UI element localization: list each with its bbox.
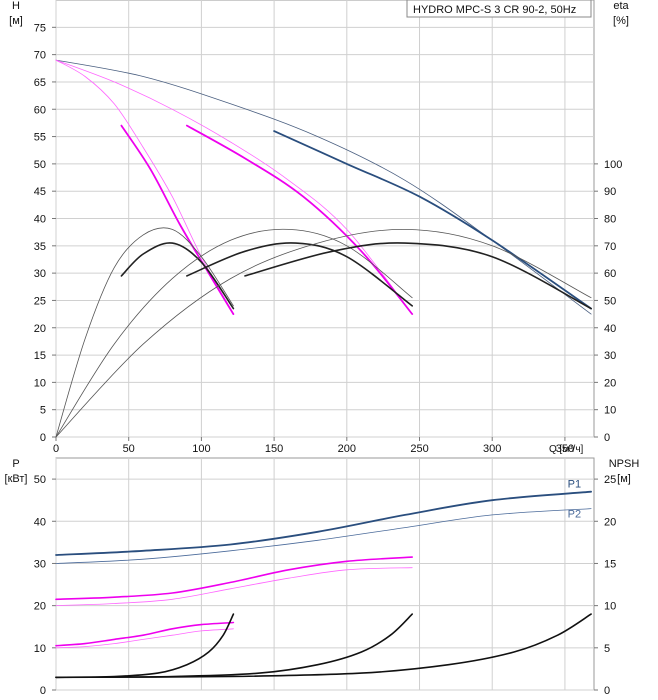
y-tick-label: 40 [34,214,46,226]
y-tick-label: 20 [34,323,46,335]
y2-tick-label: 90 [604,186,616,198]
y-tick-label: 20 [34,601,46,613]
y2-tick-label: 20 [604,516,616,528]
series-line-h-2-pumps [186,124,414,315]
y-tick-label: 10 [34,643,46,655]
y2-tick-label: 70 [604,241,616,253]
series-line-eta-1-pump-thin [55,227,234,438]
y2-tick-label: 10 [604,405,616,417]
y2-tick-label: 10 [604,601,616,613]
y2-tick-label: 15 [604,558,616,570]
x-tick-label: 250 [410,443,428,455]
y2-tick-label: 0 [604,432,610,444]
series-line-p1-2-pumps [55,556,413,601]
x-axis-label: Q [м³/ч] [549,444,584,455]
x-tick-label: 50 [123,443,135,455]
series-line-eta-1-pump [120,242,235,310]
y2-tick-label: 20 [604,377,616,389]
x-tick-label: 350 [556,443,574,455]
series-line-eta-2-pumps [186,242,413,307]
series-line-eta-3-pumps [244,242,592,310]
y2-tick-label: 100 [604,159,622,171]
series-line-h-3-pumps [273,130,592,310]
y-axis-unit: [м] [9,15,23,27]
y-tick-label: 75 [34,22,46,34]
x-tick-label: 200 [338,443,356,455]
chart-title: HYDRO MPC-S 3 CR 90-2, 50Hz [413,4,576,16]
y-tick-label: 40 [34,516,46,528]
y-tick-label: 30 [34,558,46,570]
y-tick-label: 0 [40,685,46,697]
x-tick-label: 0 [53,443,59,455]
y2-axis-label: eta [613,0,629,12]
series-line-p2 [55,508,592,564]
y-axis-label: H [12,0,20,12]
y2-axis-unit: [%] [613,15,629,27]
plot-area-1 [55,457,595,691]
series-line-eta-3-pumps-thin [55,228,592,438]
x-tick-label: 150 [265,443,283,455]
y-tick-label: 0 [40,432,46,444]
y-tick-label: 50 [34,474,46,486]
y-tick-label: 15 [34,350,46,362]
y-tick-label: 35 [34,241,46,253]
series-label-p1: P1 [568,479,581,491]
y-tick-label: 5 [40,405,46,417]
y-tick-label: 25 [34,295,46,307]
y2-tick-label: 60 [604,268,616,280]
y-tick-label: 50 [34,159,46,171]
y-tick-label: 45 [34,186,46,198]
x-tick-label: 100 [192,443,210,455]
title-box [406,0,592,18]
series-line-p2-1-pump [55,628,234,649]
y2-tick-label: 40 [604,323,616,335]
npsh-axis-label: NPSH [609,458,640,470]
y-tick-label: 10 [34,377,46,389]
y2-tick-label: 0 [604,685,610,697]
y-tick-label: 65 [34,77,46,89]
series-line-p1-1-pump [55,621,235,647]
series-line-p2-2-pumps [55,567,413,606]
p-axis-label: P [12,458,19,470]
p-axis-unit: [кВт] [5,473,28,485]
y2-tick-label: 80 [604,214,616,226]
y2-tick-label: 30 [604,350,616,362]
y-tick-label: 60 [34,104,46,116]
y2-tick-label: 50 [604,295,616,307]
series-line-npsh-3-pumps [55,613,592,679]
npsh-axis-unit: [м] [617,473,631,485]
y-tick-label: 30 [34,268,46,280]
y2-tick-label: 5 [604,643,610,655]
y-tick-label: 55 [34,132,46,144]
y2-tick-label: 25 [604,474,616,486]
series-line-eta-2-pumps-thin [55,228,413,438]
x-tick-label: 300 [483,443,501,455]
series-line-p1 [55,490,592,556]
y-tick-label: 70 [34,50,46,62]
series-label-p2: P2 [568,509,581,521]
